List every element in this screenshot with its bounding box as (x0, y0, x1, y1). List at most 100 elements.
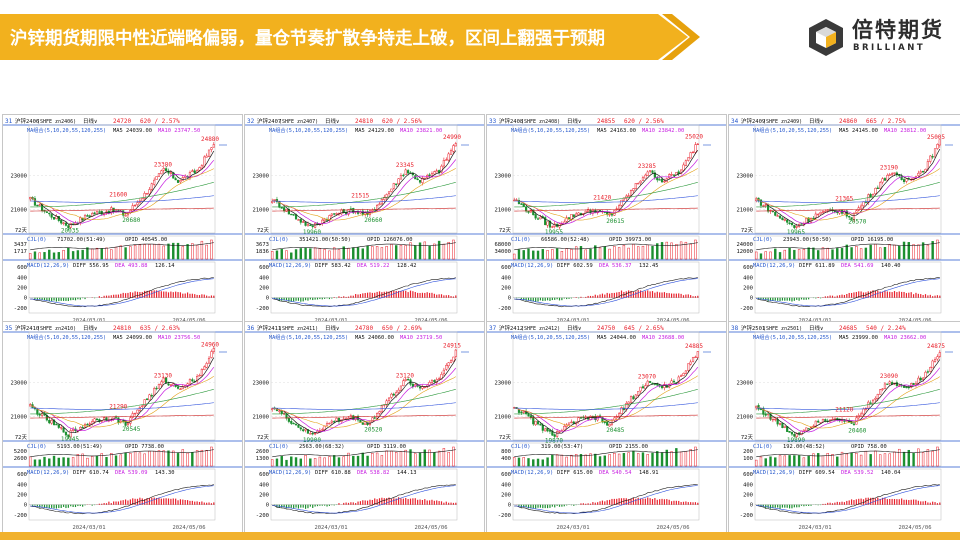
period-label: 日线∨ (809, 324, 823, 332)
opid-value: OPID 3119.00 (367, 444, 406, 450)
candle-body (428, 382, 431, 386)
candle-body (627, 195, 630, 197)
volume-bar (62, 457, 65, 467)
ma255-line (272, 207, 456, 212)
volume-bar (694, 239, 697, 260)
volume-bar (594, 453, 597, 467)
volume-bar (679, 451, 683, 467)
volume-bar (95, 247, 99, 260)
contract-name: 沪锌2409 (741, 117, 765, 125)
volume-bar (864, 450, 868, 467)
candle-body (449, 360, 453, 363)
candle-body (534, 214, 537, 219)
candle-body (349, 415, 352, 419)
candle-body (64, 222, 68, 226)
candle-body (536, 421, 540, 425)
candle-body (587, 209, 590, 212)
candle-body (933, 148, 937, 158)
candle-body (328, 422, 331, 425)
volume-bar (670, 451, 673, 467)
volume-bar (90, 456, 94, 467)
low-price-label: 20680 (122, 217, 140, 224)
volume-bar (670, 242, 673, 260)
volume-bar (437, 450, 441, 467)
low-price-label: 20485 (606, 427, 624, 434)
ma55-line (514, 389, 698, 415)
ma120-line (272, 402, 456, 410)
candle-body (385, 400, 388, 405)
volume-bar (926, 449, 930, 467)
volume-bar (675, 448, 678, 467)
volume-bar (850, 247, 853, 260)
volume-bar (28, 456, 32, 467)
candle-body (297, 219, 300, 221)
candle-body (525, 206, 528, 212)
candle-body (179, 180, 182, 183)
candle-body (311, 432, 314, 435)
ma120-line (756, 402, 940, 410)
candle-body (207, 357, 211, 364)
volume-bar (138, 244, 142, 260)
candle-body (933, 359, 937, 362)
ma5-line (272, 358, 457, 434)
volume-bar (191, 243, 194, 260)
ma10-line (756, 367, 941, 433)
price-tick-label: 23000 (10, 174, 27, 180)
chart-panel-zn2412: 37 沪锌2412 (SHFE zn2412) 日线∨ 24750 645 / 2.65%… (486, 321, 727, 534)
volume-bar (129, 246, 132, 260)
chart-panel-zn2406: 31 沪锌2406 (SHFE zn2406) 日线∨ 24720 620 / 2.57%… (2, 114, 243, 327)
volume-bar (352, 455, 355, 467)
candle-body (407, 379, 410, 381)
volume-bar (594, 245, 597, 260)
candle-body (862, 408, 865, 415)
candle-body (433, 380, 436, 383)
candle-body (639, 386, 642, 392)
dea-line (756, 278, 940, 307)
candle-body (452, 145, 455, 152)
low-price-label: 20660 (364, 217, 382, 224)
candle-body (433, 171, 436, 175)
candle-body (618, 413, 621, 418)
candle-body (759, 408, 763, 410)
candle-body (684, 160, 687, 166)
candle-body (852, 212, 856, 220)
macd-tick-label: 400 (501, 275, 511, 281)
candle-body (387, 397, 391, 401)
volume-bar (275, 458, 279, 467)
candle-body (627, 401, 630, 405)
volume-bar (665, 449, 669, 467)
volume-bar (90, 248, 94, 260)
candle-body (397, 178, 400, 185)
company-logo: 倍特期货 BRILLIANT (806, 17, 956, 57)
ma120-line (30, 402, 214, 410)
candle-body (905, 386, 908, 389)
ma5-value: MA5 24039.00 (113, 128, 152, 134)
volume-bar (579, 246, 583, 260)
candle-body (359, 419, 362, 423)
candle-body (416, 178, 419, 181)
candle-body (323, 425, 326, 430)
volume-bar (936, 239, 939, 260)
candle-body (871, 399, 875, 405)
candle-body (584, 210, 587, 214)
macd-tick-label: 200 (259, 286, 269, 292)
volume-bar (898, 448, 901, 467)
volume-bar (105, 247, 108, 260)
candle-body (812, 425, 815, 428)
volume-bar (375, 246, 379, 260)
candle-body (333, 421, 336, 423)
volume-bar (114, 455, 118, 467)
candle-body (174, 178, 177, 181)
candle-body (546, 221, 549, 226)
volume-bar (33, 459, 37, 467)
macd-panel-frame (512, 261, 700, 314)
volume-bar (290, 456, 293, 467)
candle-body (285, 413, 288, 419)
kline-chart-zn2409: 34 沪锌2409(SHFE zn2409) 日线∨ 24860 665 / 2.75%… (729, 117, 960, 324)
cjl-label: CJL(0) (753, 237, 772, 243)
price-tick-label: 21000 (252, 207, 269, 213)
volume-bar (152, 450, 156, 467)
panel-number: 37 (489, 325, 497, 332)
open-interest-line (756, 449, 940, 458)
contract-code: (SHFE zn2407) (279, 119, 318, 125)
